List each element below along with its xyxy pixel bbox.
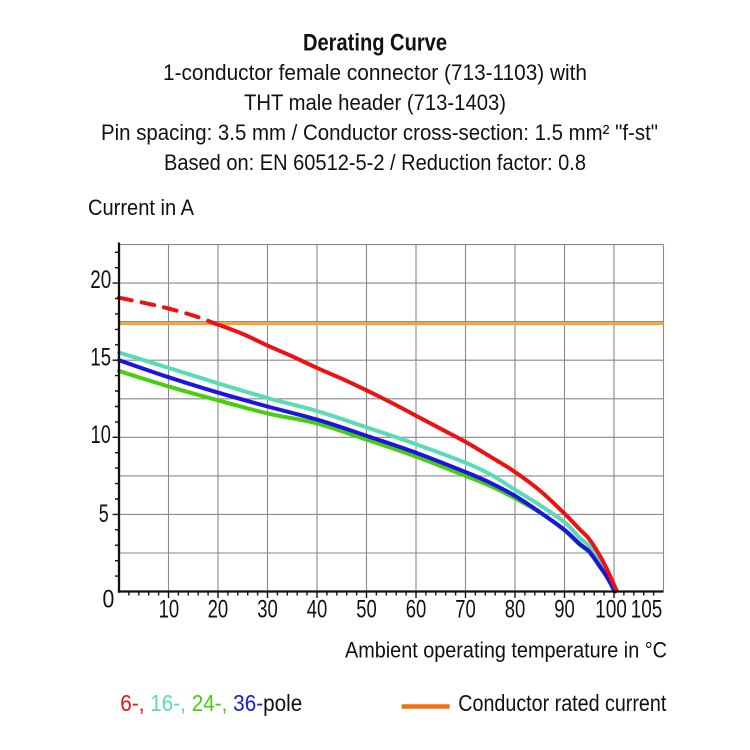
- svg-text:20: 20: [90, 266, 111, 294]
- svg-text:0: 0: [103, 585, 115, 613]
- svg-text:70: 70: [455, 595, 476, 623]
- svg-text:10: 10: [91, 421, 111, 449]
- svg-text:60: 60: [406, 595, 427, 623]
- svg-text:Conductor rated current: Conductor rated current: [458, 690, 667, 716]
- svg-text:Current in A: Current in A: [88, 195, 194, 220]
- svg-text:5: 5: [99, 500, 109, 528]
- svg-text:6-, 16-, 24-, 36-pole: 6-, 16-, 24-, 36-pole: [120, 690, 302, 716]
- svg-text:Based on: EN 60512-5-2 / Reduc: Based on: EN 60512-5-2 / Reduction facto…: [164, 150, 586, 175]
- svg-text:80: 80: [505, 595, 526, 623]
- svg-text:30: 30: [257, 595, 278, 623]
- svg-text:Derating Curve: Derating Curve: [303, 29, 447, 56]
- svg-text:105: 105: [631, 595, 663, 623]
- svg-text:90: 90: [554, 595, 575, 623]
- svg-text:50: 50: [356, 595, 377, 623]
- svg-text:40: 40: [307, 595, 328, 623]
- svg-text:Ambient operating temperature: Ambient operating temperature in °C: [345, 638, 667, 663]
- svg-text:10: 10: [159, 595, 180, 623]
- svg-text:15: 15: [90, 344, 111, 372]
- svg-text:Pin spacing: 3.5 mm / Conducto: Pin spacing: 3.5 mm / Conductor cross-se…: [101, 120, 658, 145]
- svg-text:THT male header (713-1403): THT male header (713-1403): [244, 90, 506, 115]
- svg-text:100: 100: [595, 595, 627, 623]
- svg-text:20: 20: [208, 595, 229, 623]
- svg-text:1-conductor female connector (: 1-conductor female connector (713-1103) …: [163, 60, 587, 85]
